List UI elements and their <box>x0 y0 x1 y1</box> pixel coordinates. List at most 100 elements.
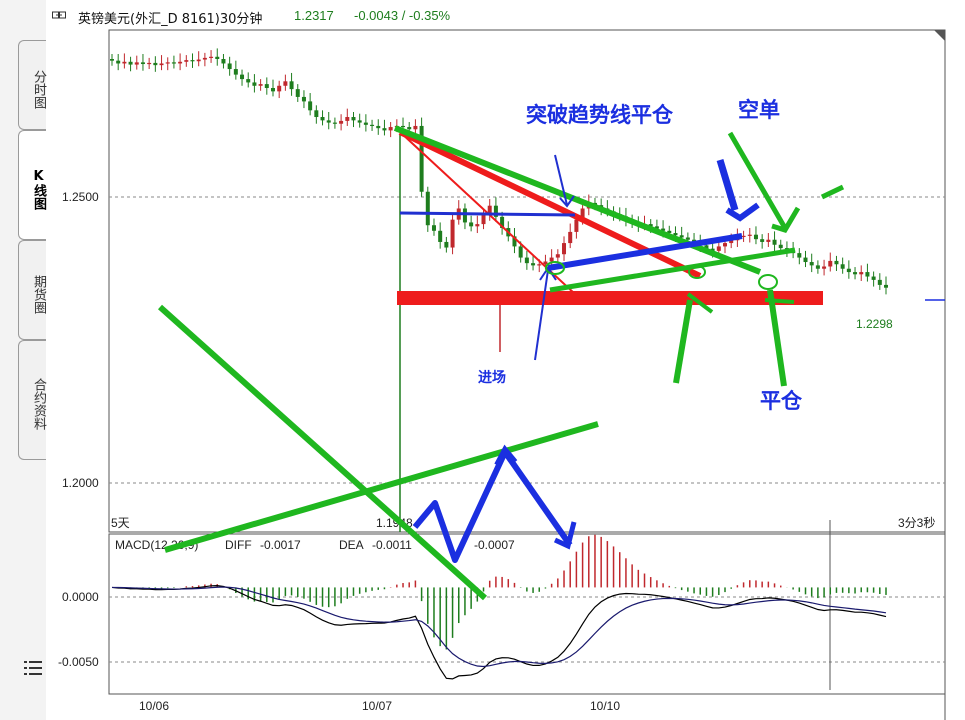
annotation-entry: 进场 <box>478 370 506 386</box>
candle-body <box>246 79 251 83</box>
macd-y-tick-label: -0.0050 <box>58 655 99 669</box>
candle-body <box>685 237 690 240</box>
menu-icon[interactable] <box>24 660 42 676</box>
candle-body <box>648 224 653 227</box>
tab-k-chart[interactable]: K线图 <box>18 130 46 240</box>
tab-time-chart[interactable]: 分时图 <box>18 40 46 130</box>
candle-body <box>289 81 294 90</box>
candle-body <box>475 224 480 227</box>
link-icon <box>52 11 66 19</box>
candle-body <box>128 61 133 65</box>
candle-body <box>803 257 808 263</box>
blue-horizontal-line <box>399 211 576 217</box>
candle-body <box>221 59 226 64</box>
candle-body <box>729 240 734 244</box>
price-panel <box>108 29 946 533</box>
candle-body <box>233 69 238 75</box>
tab-contract-info[interactable]: 合约资料 <box>18 340 46 460</box>
candle-body <box>531 263 536 266</box>
arrow-break-line <box>554 154 568 206</box>
last-price-label: 1.2298 <box>856 317 893 331</box>
candle-body <box>438 230 443 242</box>
candle-body <box>370 124 375 127</box>
annotation-close-position: 平仓 <box>760 389 803 413</box>
blue-trendline <box>547 233 743 271</box>
candle-body <box>320 117 325 121</box>
candle-body <box>351 117 356 121</box>
dea-line <box>111 586 887 668</box>
green-close-line-2 <box>767 289 787 387</box>
tab-label: 期货圈 <box>31 274 46 314</box>
candle-body <box>382 128 387 131</box>
candle-body <box>487 205 492 215</box>
candle-body <box>747 234 752 236</box>
y-tick-label: 1.2500 <box>62 190 99 204</box>
candle-body <box>264 84 269 89</box>
close-circle-2 <box>758 274 778 290</box>
candle-body <box>568 231 573 244</box>
candle-body <box>171 62 176 64</box>
candle-body <box>147 62 152 65</box>
price-change: -0.0043 / -0.35% <box>354 8 451 23</box>
entry-circle <box>545 261 565 275</box>
candle-body <box>444 241 449 248</box>
green-arrow-short <box>727 131 788 230</box>
candle-body <box>809 262 814 266</box>
candle-body <box>815 265 820 269</box>
candle-body <box>753 234 758 240</box>
macd-y-tick-label: 0.0000 <box>62 590 99 604</box>
macd-series <box>111 534 887 680</box>
candle-body <box>363 122 368 125</box>
candle-body <box>871 276 876 280</box>
candle-body <box>481 214 486 225</box>
annotations <box>157 125 845 601</box>
candle-body <box>419 125 424 192</box>
countdown-label: 3分3秒 <box>898 516 935 530</box>
candle-body <box>178 61 183 64</box>
candle-body <box>190 60 195 62</box>
sidebar: 分时图 K线图 期货圈 合约资料 <box>0 0 46 720</box>
macd-value: -0.0007 <box>474 538 515 552</box>
candle-body <box>562 243 567 255</box>
diff-line <box>111 585 887 680</box>
green-line-rising <box>164 421 599 553</box>
candle-body <box>462 208 467 223</box>
candle-body <box>710 248 715 251</box>
candle-body <box>301 96 306 102</box>
candle-body <box>549 257 554 262</box>
close-circle-1 <box>688 265 706 279</box>
candle-body <box>834 260 839 265</box>
candle-body <box>401 125 406 128</box>
candle-body <box>184 60 189 62</box>
candle-body <box>314 110 319 118</box>
candle-body <box>673 233 678 236</box>
candle-body <box>196 59 201 62</box>
macd-panel <box>108 533 946 695</box>
tab-label: 合约资料 <box>31 378 46 430</box>
candle-body <box>153 62 158 66</box>
candle-body <box>122 61 127 64</box>
period-label: 5天 <box>111 516 130 530</box>
chart-header: 英镑美元(外汇_D 8161)30分钟 1.2317 -0.0043 / -0.… <box>46 0 965 30</box>
candles <box>110 48 888 295</box>
candle-body <box>679 235 684 238</box>
candle-body <box>853 272 858 275</box>
x-tick-label: 10/07 <box>362 699 392 713</box>
candle-body <box>741 235 746 238</box>
candle-body <box>159 63 164 66</box>
candle-body <box>469 222 474 227</box>
tab-label: K线图 <box>31 168 46 210</box>
candle-body <box>209 56 214 58</box>
candle-body <box>884 284 888 288</box>
candle-body <box>822 266 827 269</box>
candle-body <box>500 216 505 229</box>
tab-futures-circle[interactable]: 期货圈 <box>18 240 46 340</box>
candle-body <box>252 82 257 86</box>
candle-body <box>760 239 765 242</box>
candle-body <box>240 74 245 80</box>
candle-body <box>326 120 331 123</box>
candle-body <box>543 261 548 265</box>
candle-body <box>524 257 529 264</box>
